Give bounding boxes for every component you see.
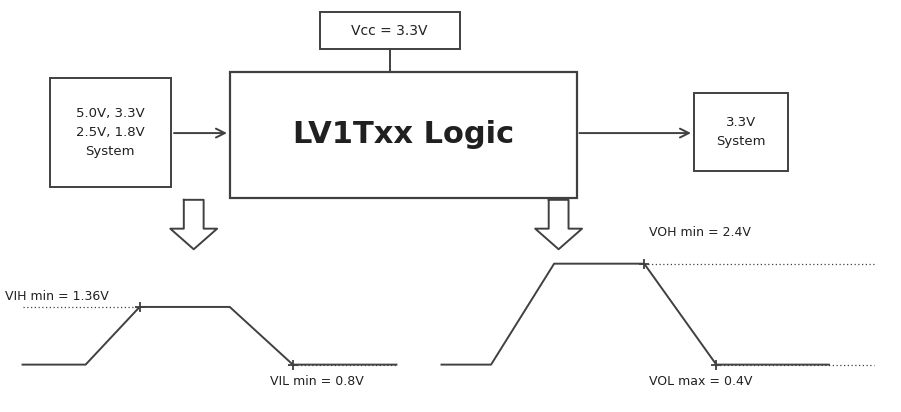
- FancyBboxPatch shape: [50, 78, 171, 187]
- Text: 5.0V, 3.3V
2.5V, 1.8V
System: 5.0V, 3.3V 2.5V, 1.8V System: [76, 108, 145, 158]
- FancyBboxPatch shape: [230, 72, 577, 198]
- Text: VIH min = 1.36V: VIH min = 1.36V: [5, 290, 108, 303]
- Text: VOL max = 0.4V: VOL max = 0.4V: [649, 375, 752, 388]
- FancyBboxPatch shape: [694, 93, 788, 171]
- FancyBboxPatch shape: [320, 12, 460, 49]
- Text: LV1Txx Logic: LV1Txx Logic: [293, 120, 514, 150]
- Text: VOH min = 2.4V: VOH min = 2.4V: [649, 226, 751, 239]
- Text: 3.3V
System: 3.3V System: [716, 116, 766, 148]
- Text: Vcc = 3.3V: Vcc = 3.3V: [351, 24, 428, 38]
- Text: VIL min = 0.8V: VIL min = 0.8V: [270, 375, 364, 388]
